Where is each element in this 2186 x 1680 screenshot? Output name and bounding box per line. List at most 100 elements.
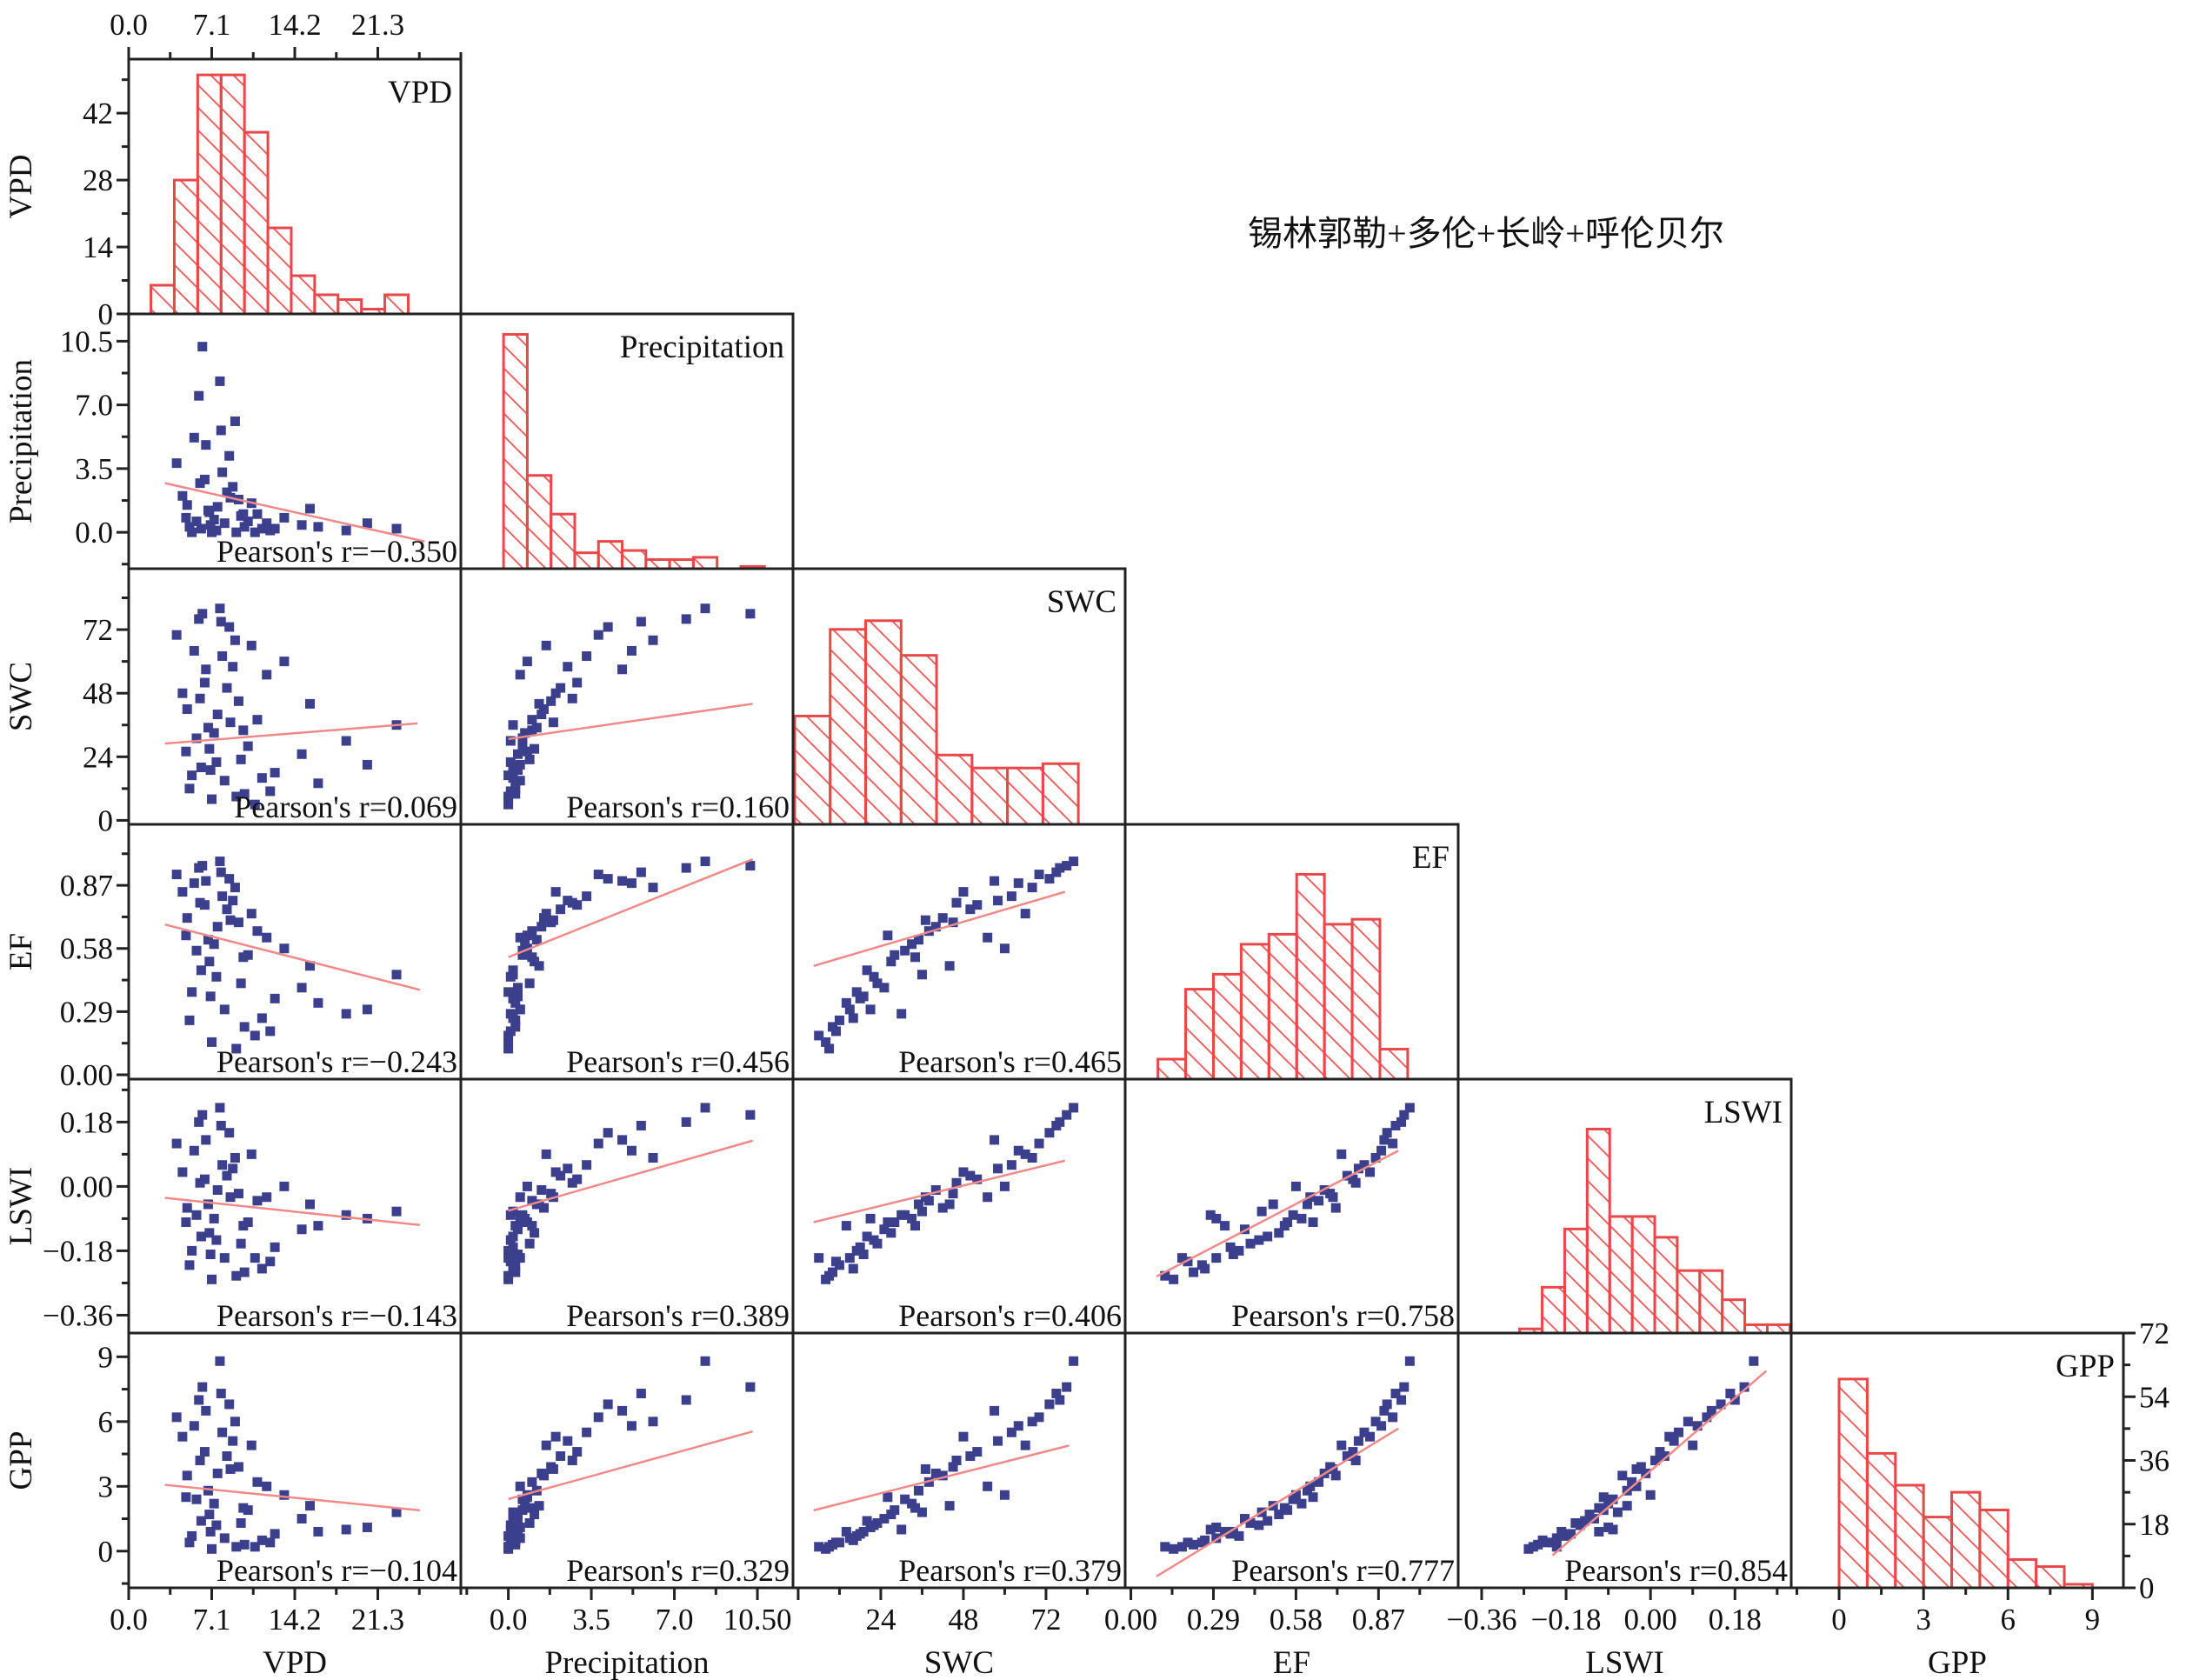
histogram-bar	[573, 551, 600, 569]
scatter-point	[913, 1485, 923, 1496]
histogram-panel-lswi	[1518, 1127, 1791, 1333]
scatter-point	[246, 1440, 257, 1450]
scatter-point	[257, 523, 267, 534]
scatter-point	[824, 1270, 835, 1281]
scatter-point	[1631, 1481, 1642, 1491]
scatter-panel-vpd-vs-lswi	[164, 1103, 421, 1284]
scatter-point	[201, 440, 211, 450]
histogram-bar	[1184, 988, 1215, 1079]
histogram-bar	[1765, 1323, 1791, 1333]
scatter-point	[844, 1004, 855, 1015]
scatter-point	[948, 1189, 958, 1199]
scatter-point	[1228, 1526, 1238, 1537]
scatter-point	[212, 502, 223, 512]
scatter-point	[1069, 857, 1079, 867]
scatter-point	[920, 915, 930, 925]
scatter-point	[187, 1245, 197, 1256]
scatter-point	[886, 1228, 896, 1238]
scatter-point	[572, 677, 583, 688]
scatter-point	[182, 1203, 192, 1213]
y-tick-label: 0.18	[60, 1105, 113, 1139]
scatter-point	[215, 1103, 225, 1113]
scatter-point	[203, 1485, 213, 1496]
histogram-bar	[1239, 943, 1270, 1079]
scatter-point	[189, 645, 199, 656]
scatter-point	[508, 1535, 518, 1545]
scatter-point	[250, 799, 260, 810]
x-axis-title: LSWI	[1585, 1645, 1663, 1680]
scatter-point	[503, 791, 514, 802]
scatter-point	[1674, 1427, 1684, 1437]
scatter-point	[207, 1543, 217, 1554]
scatter-point	[948, 1462, 958, 1472]
scatter-point	[520, 939, 530, 950]
scatter-point	[626, 1145, 636, 1156]
scatter-point	[182, 913, 192, 923]
histogram-bar	[1922, 1516, 1954, 1588]
scatter-point	[510, 997, 521, 1008]
scatter-point	[851, 987, 862, 997]
scatter-panel-precipitation-vs-gpp	[503, 1356, 756, 1554]
scatter-point	[1365, 1167, 1376, 1177]
scatter-point	[219, 518, 230, 529]
histogram-bar	[1211, 972, 1243, 1079]
scatter-point	[1556, 1526, 1567, 1537]
scatter-point	[203, 723, 213, 733]
scatter-point	[1288, 1494, 1298, 1504]
scatter-point	[279, 1181, 290, 1191]
scatter-point	[1020, 909, 1030, 919]
x-axis-title: GPP	[1928, 1645, 1987, 1680]
scatter-point	[171, 870, 182, 880]
scatter-point	[341, 736, 351, 746]
scatter-point	[503, 987, 514, 997]
scatter-point	[1350, 1456, 1361, 1465]
histogram-panel-swc	[793, 619, 1080, 824]
y-tick-label: 0.87	[60, 869, 113, 903]
scatter-point	[304, 961, 315, 971]
scatter-point	[900, 1210, 910, 1220]
scatter-panel-swc-vs-gpp	[813, 1356, 1079, 1554]
scatter-point	[563, 1163, 573, 1174]
top-tick-label: 0.0	[110, 8, 148, 42]
scatter-point	[517, 741, 528, 751]
scatter-point	[879, 1514, 890, 1524]
scatter-point	[1305, 1481, 1316, 1491]
fit-line	[164, 923, 421, 991]
scatter-point	[177, 887, 188, 897]
scatter-point	[1749, 1356, 1759, 1366]
scatter-point	[648, 1417, 658, 1427]
scatter-point	[1617, 1470, 1628, 1481]
scatter-point	[215, 1356, 225, 1366]
scatter-point	[199, 677, 210, 688]
scatter-point	[265, 1537, 276, 1548]
scatter-point	[515, 759, 525, 770]
scatter-point	[1645, 1490, 1656, 1500]
scatter-point	[262, 1481, 272, 1491]
histogram-bar	[196, 73, 223, 314]
scatter-point	[1594, 1526, 1604, 1537]
scatter-point	[250, 527, 260, 537]
panel-frame	[459, 1077, 795, 1335]
scatter-point	[999, 1490, 1010, 1500]
x-tick-label: 7.1	[193, 1603, 231, 1637]
scatter-point	[197, 342, 208, 352]
pearson-r-label: Pearson's r=0.160	[566, 790, 790, 824]
scatter-point	[883, 1492, 893, 1503]
scatter-point	[230, 635, 240, 645]
scatter-point	[270, 993, 280, 1003]
scatter-point	[205, 520, 216, 530]
scatter-point	[212, 922, 223, 932]
scatter-point	[1706, 1405, 1716, 1416]
scatter-point	[184, 1537, 195, 1548]
scatter-point	[510, 778, 521, 789]
scatter-point	[265, 1026, 276, 1037]
scatter-point	[681, 1117, 691, 1127]
panel-frame	[127, 1077, 463, 1335]
scatter-point	[341, 1524, 351, 1535]
scatter-point	[1612, 1507, 1623, 1517]
scatter-point	[262, 932, 272, 943]
scatter-point	[1404, 1103, 1415, 1113]
scatter-point	[239, 1267, 250, 1277]
scatter-point	[858, 1526, 869, 1537]
x-tick-label: 9	[2085, 1603, 2101, 1637]
